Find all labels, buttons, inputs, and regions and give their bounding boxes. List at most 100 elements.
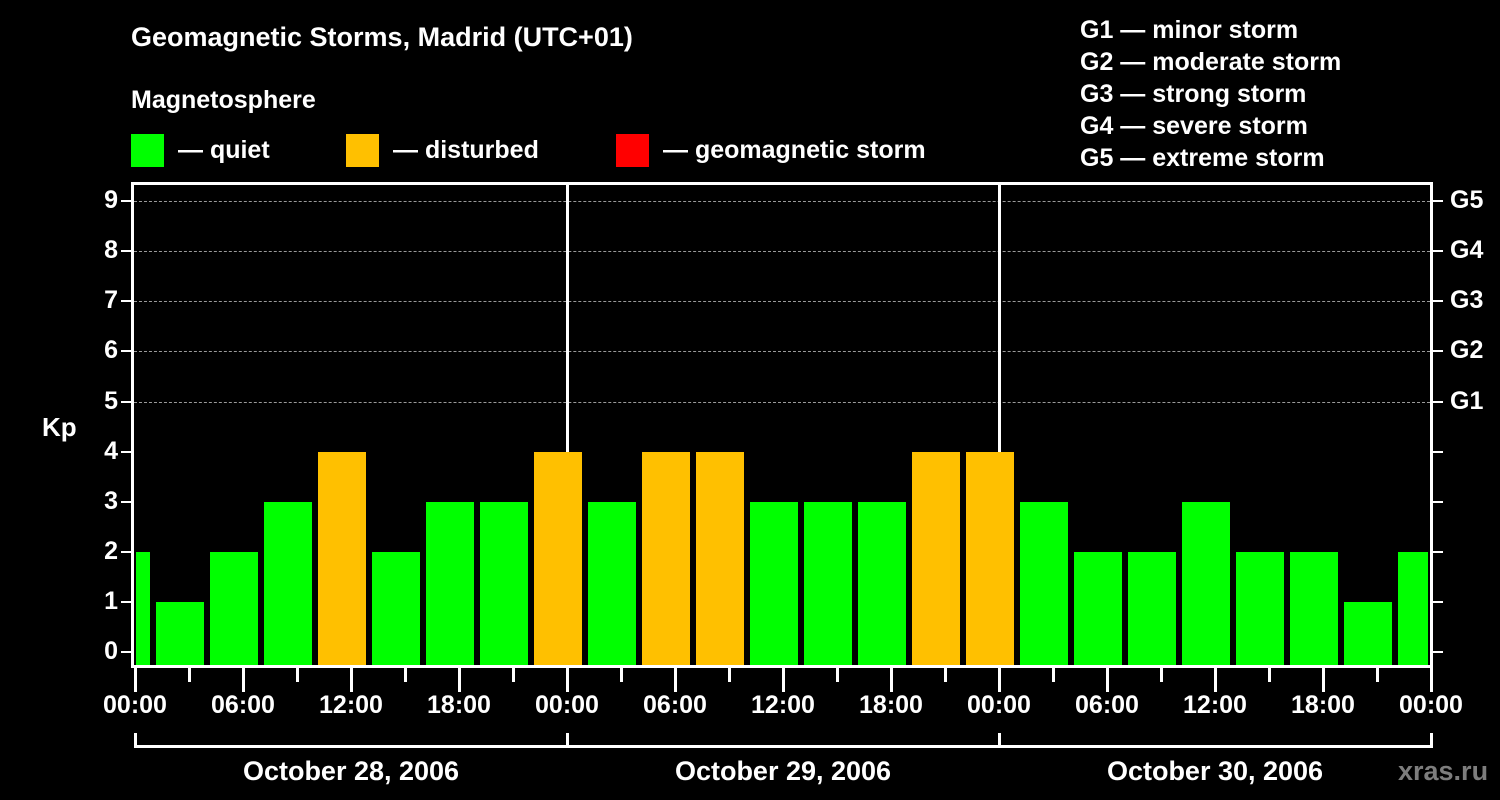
- y-tick-label: 1: [104, 586, 118, 615]
- right-tick: [1433, 400, 1443, 403]
- day-bracket-tick: [566, 733, 569, 748]
- y-tick-label: 9: [104, 186, 118, 215]
- grid-line: [134, 401, 1430, 403]
- y-tick: [121, 250, 131, 253]
- x-tick-label: 00:00: [1399, 691, 1463, 719]
- right-tick: [1433, 600, 1443, 603]
- x-tick: [1376, 668, 1379, 682]
- day-label: October 28, 2006: [242, 756, 460, 786]
- x-tick: [512, 668, 515, 682]
- kp-bar: [1020, 501, 1068, 665]
- x-tick: [1106, 668, 1109, 692]
- x-tick-label: 06:00: [1075, 691, 1139, 719]
- x-tick: [134, 668, 137, 692]
- x-tick-label: 06:00: [211, 691, 275, 719]
- y-tick: [121, 400, 131, 403]
- kp-bar: [136, 551, 150, 665]
- y-tick-label: 2: [104, 536, 118, 565]
- y-tick-label: 4: [104, 436, 118, 465]
- x-tick: [1052, 668, 1055, 682]
- y-axis-label: Kp: [42, 412, 77, 442]
- y-tick: [121, 450, 131, 453]
- x-tick-label: 18:00: [1291, 691, 1355, 719]
- y-tick: [121, 651, 131, 653]
- legend-disturbed-label: — disturbed: [393, 136, 539, 164]
- right-tick: [1433, 450, 1443, 453]
- kp-bar: [1128, 551, 1176, 665]
- kp-bar: [1236, 551, 1284, 665]
- grid-line: [134, 301, 1430, 303]
- y-tick-label: 8: [104, 236, 118, 265]
- kp-bar: [858, 501, 906, 665]
- kp-bar: [372, 551, 420, 665]
- x-tick: [458, 668, 461, 692]
- x-tick: [674, 668, 677, 692]
- y-tick: [121, 550, 131, 553]
- disturbed-swatch-icon: [346, 134, 379, 167]
- x-tick: [566, 668, 569, 692]
- g1-legend: G1 — minor storm: [1080, 16, 1299, 44]
- kp-bar: [750, 501, 798, 665]
- y-tick-label: 3: [104, 486, 118, 515]
- y-tick: [121, 350, 131, 353]
- legend-quiet-label: — quiet: [178, 136, 270, 164]
- right-tick: [1433, 350, 1443, 353]
- kp-bar: [480, 501, 528, 665]
- legend-disturbed: — disturbed: [346, 134, 539, 167]
- storm-level-label: G3: [1450, 286, 1484, 315]
- kp-bar: [1290, 551, 1338, 665]
- day-bracket-tick: [1430, 733, 1433, 748]
- x-tick: [1268, 668, 1271, 682]
- grid-line: [134, 251, 1430, 253]
- x-tick: [944, 668, 947, 682]
- x-tick-label: 06:00: [643, 691, 707, 719]
- x-tick: [1160, 668, 1163, 682]
- g5-legend: G5 — extreme storm: [1080, 144, 1325, 172]
- storm-level-label: G1: [1450, 386, 1484, 415]
- day-bracket: [135, 745, 1431, 748]
- kp-bar: [912, 451, 960, 665]
- legend-storm-label: — geomagnetic storm: [663, 136, 926, 164]
- x-tick: [836, 668, 839, 682]
- kp-bar: [588, 501, 636, 665]
- watermark: xras.ru: [1398, 756, 1489, 786]
- y-tick: [121, 500, 131, 503]
- x-tick-label: 00:00: [103, 691, 167, 719]
- kp-bar: [966, 451, 1014, 665]
- y-tick-label: 7: [104, 286, 118, 315]
- g2-legend: G2 — moderate storm: [1080, 48, 1342, 76]
- kp-bar: [1398, 551, 1428, 665]
- kp-bar: [642, 451, 690, 665]
- storm-level-label: G5: [1450, 186, 1484, 215]
- plot-frame: [131, 182, 1433, 668]
- x-tick-label: 18:00: [859, 691, 923, 719]
- day-bracket-tick: [134, 733, 137, 748]
- x-tick: [1214, 668, 1217, 692]
- x-tick: [890, 668, 893, 692]
- legend-quiet: — quiet: [131, 134, 270, 167]
- day-label: October 30, 2006: [1106, 756, 1324, 786]
- x-tick: [242, 668, 245, 692]
- x-tick: [188, 668, 191, 682]
- grid-line: [134, 351, 1430, 353]
- kp-bar: [1074, 551, 1122, 665]
- storm-level-label: G2: [1450, 336, 1484, 365]
- day-label: October 29, 2006: [674, 756, 892, 786]
- x-tick-label: 12:00: [751, 691, 815, 719]
- x-tick-label: 12:00: [319, 691, 383, 719]
- x-tick-label: 12:00: [1183, 691, 1247, 719]
- storm-swatch-icon: [616, 134, 649, 167]
- right-tick: [1433, 200, 1443, 203]
- x-tick-label: 00:00: [535, 691, 599, 719]
- kp-bar: [696, 451, 744, 665]
- kp-bar: [534, 451, 582, 665]
- x-tick: [296, 668, 299, 682]
- x-tick: [620, 668, 623, 682]
- kp-bar: [318, 451, 366, 665]
- right-tick: [1433, 651, 1443, 653]
- day-bracket-tick: [998, 733, 1001, 748]
- y-tick-label: 6: [104, 336, 118, 365]
- legend-title: Magnetosphere: [131, 86, 316, 114]
- x-tick: [350, 668, 353, 692]
- kp-bar: [1344, 601, 1392, 665]
